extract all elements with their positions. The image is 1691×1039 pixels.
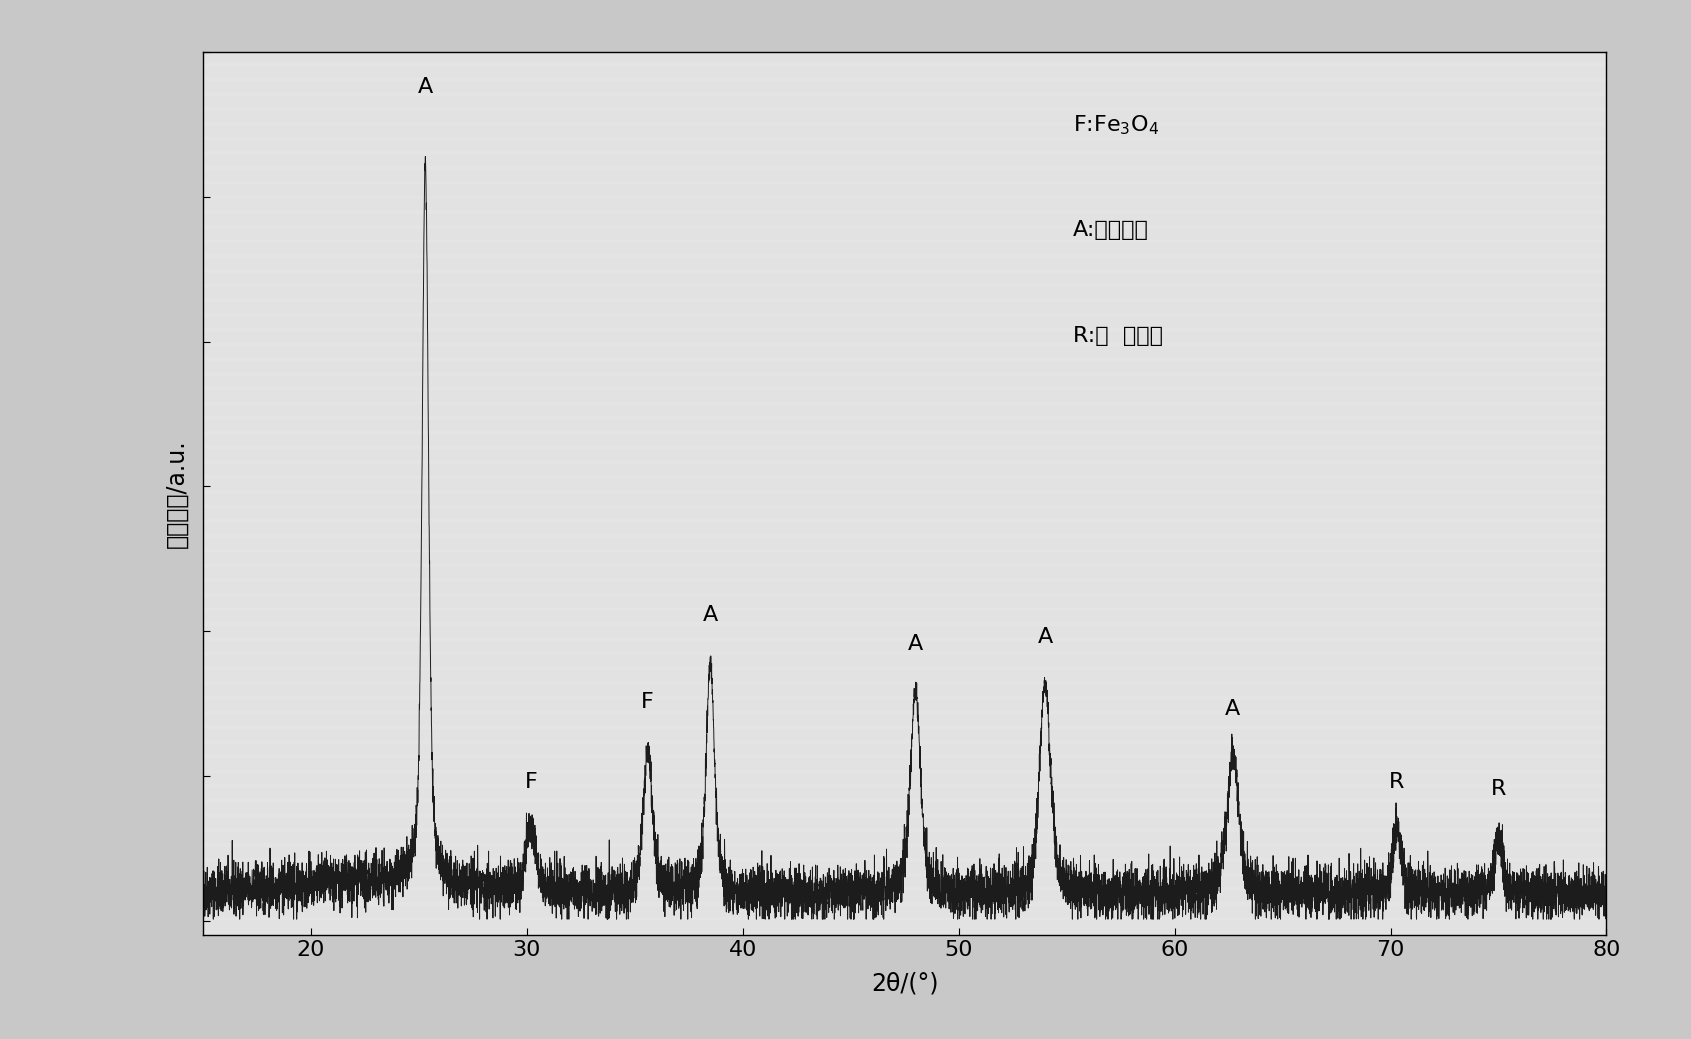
Bar [203,387,1606,391]
Bar [203,873,1606,876]
Bar [203,770,1606,773]
Bar [203,122,1606,126]
Bar [203,651,1606,656]
Text: F: F [524,772,538,792]
Bar [203,725,1606,729]
Bar [203,520,1606,523]
Bar [203,799,1606,802]
Bar [203,755,1606,758]
Bar [203,225,1606,229]
Bar [203,357,1606,361]
Text: F:Fe$_3$O$_4$: F:Fe$_3$O$_4$ [1074,113,1160,137]
Bar [203,63,1606,66]
Bar [203,78,1606,81]
Bar [203,740,1606,744]
Bar [203,475,1606,479]
Bar [203,828,1606,832]
Bar [203,166,1606,169]
Bar [203,460,1606,464]
Bar [203,446,1606,449]
Bar [203,667,1606,670]
Bar [203,417,1606,420]
Text: R: R [1491,779,1507,799]
Bar [203,784,1606,788]
Bar [203,195,1606,199]
Bar [203,696,1606,699]
Bar [203,92,1606,97]
Bar [203,711,1606,715]
Bar [203,152,1606,155]
Bar [203,637,1606,641]
Bar [203,505,1606,508]
Bar [203,328,1606,331]
Bar [203,682,1606,685]
Bar [203,593,1606,596]
Bar [203,210,1606,214]
Bar [203,932,1606,935]
Bar [203,622,1606,625]
Text: A: A [1226,699,1241,719]
Bar [203,343,1606,346]
Bar [203,814,1606,818]
Text: A: A [1037,627,1053,647]
Bar [203,431,1606,434]
Bar [203,372,1606,376]
Bar [203,181,1606,185]
Bar [203,107,1606,111]
X-axis label: 2θ/(°): 2θ/(°) [871,971,939,995]
Bar [203,269,1606,272]
Bar [203,314,1606,317]
Text: A: A [703,606,719,625]
Bar [203,240,1606,243]
Text: A:锐钓矿型: A:锐钓矿型 [1074,220,1148,240]
Text: A: A [418,77,433,97]
Bar [203,563,1606,567]
Bar [203,255,1606,258]
Bar [203,916,1606,921]
Text: F: F [641,692,654,712]
Bar [203,137,1606,140]
Bar [203,887,1606,890]
Text: R: R [1390,772,1405,792]
Bar [203,284,1606,288]
Bar [203,490,1606,494]
Bar [203,858,1606,861]
Bar [203,402,1606,405]
Text: A: A [908,634,923,655]
Bar [203,534,1606,538]
Text: R:晶  红石型: R:晶 红石型 [1074,326,1163,346]
Bar [203,902,1606,906]
Bar [203,298,1606,302]
Bar [203,608,1606,611]
Bar [203,579,1606,582]
Y-axis label: 相对强度/a.u.: 相对强度/a.u. [166,439,189,548]
Bar [203,844,1606,847]
Bar [203,549,1606,553]
